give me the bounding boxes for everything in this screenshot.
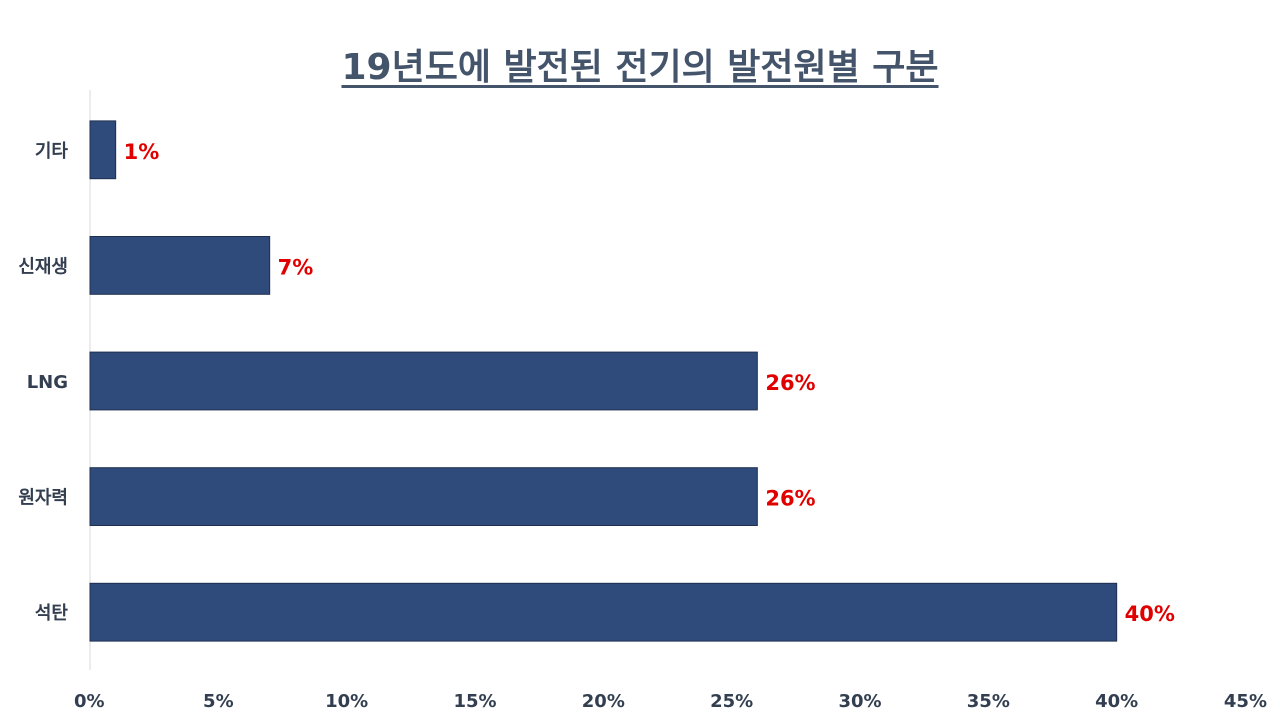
category-label: 기타: [35, 141, 69, 162]
bar-3: [89, 467, 758, 527]
bar-0: [89, 120, 117, 180]
category-label: 원자력: [18, 488, 68, 509]
data-label: 26%: [765, 487, 815, 511]
x-tick-label: 5%: [203, 691, 234, 712]
category-label: LNG: [27, 372, 68, 393]
x-tick-label: 20%: [582, 691, 625, 712]
data-label: 7%: [278, 255, 314, 279]
x-tick-label: 10%: [325, 691, 368, 712]
x-tick-label: 0%: [74, 691, 105, 712]
chart-title: 19년도에 발전된 전기의 발전원별 구분: [341, 47, 939, 88]
bar-2: [89, 351, 758, 411]
x-tick-label: 15%: [453, 691, 496, 712]
category-label: 석탄: [35, 603, 69, 624]
data-label: 26%: [765, 371, 815, 395]
x-tick-label: 25%: [710, 691, 753, 712]
x-tick-label: 45%: [1224, 691, 1267, 712]
x-tick-label: 35%: [967, 691, 1010, 712]
bar-1: [89, 236, 271, 295]
data-label: 1%: [124, 140, 160, 164]
x-tick-label: 40%: [1095, 691, 1138, 712]
data-label: 40%: [1125, 602, 1175, 626]
bar-4: [89, 582, 1118, 642]
category-label: 신재생: [18, 256, 68, 277]
x-tick-label: 30%: [838, 691, 881, 712]
